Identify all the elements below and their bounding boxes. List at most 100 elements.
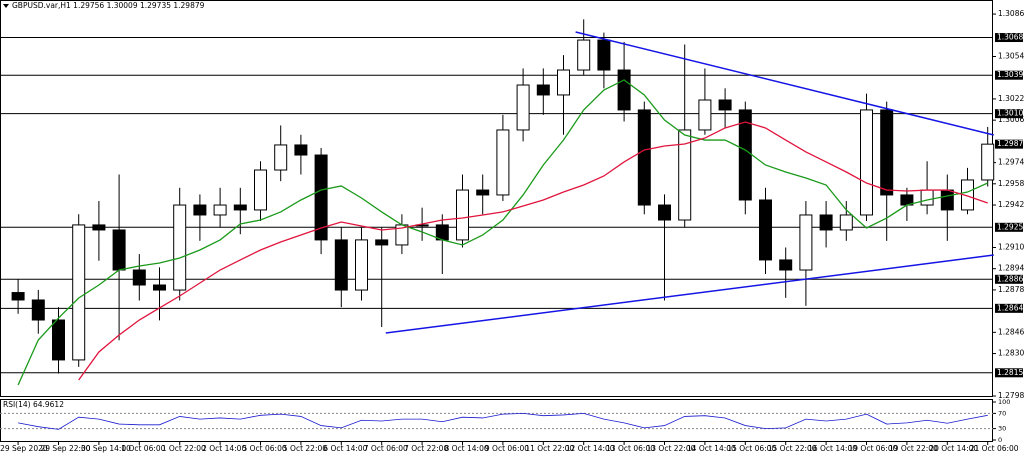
candle-body <box>860 109 873 216</box>
candle-body <box>334 239 348 291</box>
x-tick-label: 16 Oct 14:00 <box>808 444 857 453</box>
level-tag <box>995 109 1023 119</box>
rsi-panel <box>0 399 993 442</box>
level-tag <box>995 303 1023 313</box>
y-tick-label: 1.29100 <box>998 242 1024 251</box>
candle-body <box>698 99 712 131</box>
candle-body <box>72 224 86 361</box>
x-tick-label: 8 Oct 14:00 <box>445 444 489 453</box>
candle-body <box>940 189 954 211</box>
candle-body <box>476 189 490 196</box>
x-tick-label: 5 Oct 22:00 <box>283 444 327 453</box>
x-tick-label: 7 Oct 06:00 <box>364 444 408 453</box>
candle-body <box>577 39 591 71</box>
candle-body <box>132 269 146 286</box>
candle-body <box>981 143 995 181</box>
last-price-tag <box>995 139 1023 149</box>
candle-body <box>557 69 570 96</box>
rsi-tick-label: 100 <box>998 398 1010 406</box>
rsi-line <box>18 412 988 430</box>
candle-body <box>496 129 510 196</box>
x-tick-label: 29 Sep 22:00 <box>41 444 91 453</box>
candle-body <box>516 84 530 131</box>
x-tick-label: 20 Oct 14:00 <box>929 444 978 453</box>
main-panel <box>0 0 993 397</box>
y-tick-label: 1.30060 <box>998 115 1024 124</box>
level-label: 1.30399 <box>997 70 1024 79</box>
level-tag <box>995 70 1023 80</box>
level-label: 1.28860 <box>997 274 1024 283</box>
candle-body <box>961 179 974 211</box>
y-tick-label: 1.28780 <box>998 285 1024 294</box>
candle-body <box>920 189 934 206</box>
x-tick-label: 15 Oct 22:00 <box>768 444 817 453</box>
level-label: 1.30109 <box>997 109 1024 118</box>
candle-body <box>112 229 126 271</box>
candle-body <box>153 284 166 291</box>
candle-body <box>254 169 267 211</box>
y-tick-label: 1.29580 <box>998 179 1024 188</box>
candle-body <box>375 239 389 246</box>
x-tick-label: 29 Sep 2020 <box>0 444 48 453</box>
moving-average <box>78 121 988 381</box>
x-tick-label: 15 Oct 06:00 <box>727 444 776 453</box>
x-tick-label: 2 Oct 14:00 <box>202 444 246 453</box>
x-tick-label: 5 Oct 06:00 <box>243 444 287 453</box>
candle-body <box>880 109 894 196</box>
candle-body <box>233 204 247 211</box>
y-tick-label: 1.30540 <box>998 51 1024 60</box>
x-tick-label: 6 Oct 14:00 <box>323 444 367 453</box>
level-tag <box>995 368 1023 378</box>
x-tick-label: 19 Oct 22:00 <box>889 444 938 453</box>
candle-body <box>678 129 692 221</box>
candle-body <box>11 292 25 301</box>
candle-body <box>799 214 813 271</box>
candle-body <box>718 99 732 111</box>
y-tick-label: 1.30220 <box>998 94 1024 103</box>
candle-body <box>274 144 288 171</box>
trendline <box>385 254 994 334</box>
rsi-tick-label: 70 <box>998 409 1006 417</box>
x-tick-label: 1 Oct 06:00 <box>121 444 165 453</box>
candle-body <box>759 199 772 261</box>
candle-body <box>355 239 368 291</box>
candle-body <box>314 154 328 241</box>
candle-body <box>52 319 65 361</box>
y-tick-label: 1.30860 <box>998 9 1024 18</box>
candle-body <box>31 299 45 321</box>
candle-body <box>637 109 651 206</box>
x-tick-label: 30 Sep 14:00 <box>81 444 131 453</box>
candle-body <box>456 189 469 241</box>
x-tick-label: 21 Oct 06:00 <box>970 444 1019 453</box>
candle-body <box>597 39 611 71</box>
level-tag <box>995 222 1023 232</box>
rsi-tick-label: 30 <box>998 425 1006 433</box>
x-tick-label: 14 Oct 14:00 <box>687 444 736 453</box>
candle-body <box>617 69 631 111</box>
x-tick-label: 12 Oct 14:00 <box>566 444 615 453</box>
level-label: 1.28155 <box>997 368 1024 377</box>
y-tick-label: 1.27980 <box>998 391 1024 400</box>
y-tick-label: 1.29420 <box>998 200 1024 209</box>
moving-average <box>17 79 988 386</box>
x-tick-label: 1 Oct 22:00 <box>162 444 206 453</box>
y-tick-label: 1.28940 <box>998 264 1024 273</box>
candle-body <box>193 204 207 216</box>
x-tick-label: 9 Oct 06:00 <box>485 444 529 453</box>
x-tick-label: 11 Oct 22:00 <box>525 444 574 453</box>
y-tick-label: 1.29740 <box>998 158 1024 167</box>
trendline <box>575 31 994 136</box>
candle-body <box>92 224 106 231</box>
level-tag <box>995 33 1023 43</box>
y-tick-label: 1.28460 <box>998 327 1024 336</box>
last-price-label: 1.29879 <box>997 139 1024 148</box>
candle-body <box>294 144 308 156</box>
x-tick-label: 19 Oct 06:00 <box>849 444 898 453</box>
candle-body <box>839 214 853 231</box>
candle-body <box>173 204 187 291</box>
level-label: 1.30683 <box>997 33 1024 42</box>
menu-arrow[interactable] <box>3 4 9 8</box>
x-tick-label: 13 Oct 06:00 <box>606 444 655 453</box>
level-tag <box>995 274 1023 284</box>
